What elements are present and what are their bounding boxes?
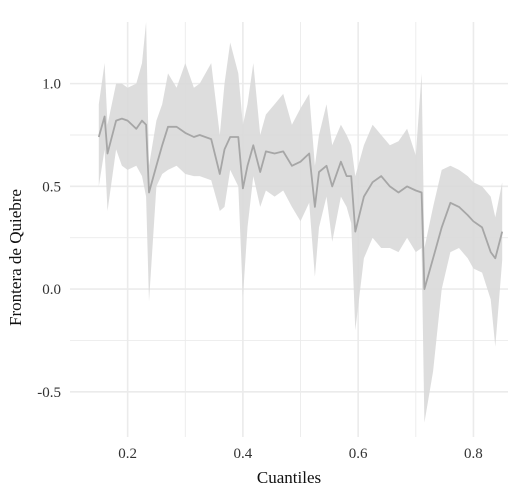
x-axis-title: Cuantiles (257, 468, 321, 487)
y-tick-label: 0.5 (42, 179, 61, 195)
y-tick-label: 1.0 (42, 77, 61, 93)
y-tick-label: 0.0 (42, 282, 61, 298)
series-line (97, 115, 504, 290)
y-axis-ticks: -0.5 0.0 0.5 1.0 (37, 77, 61, 401)
x-tick-label: 0.4 (234, 446, 253, 462)
x-tick-label: 0.6 (349, 446, 368, 462)
confidence-band (98, 22, 503, 423)
x-tick-label: 0.8 (464, 446, 483, 462)
y-axis-title: Frontera de Quiebre (6, 189, 25, 326)
x-axis-ticks: 0.2 0.4 0.6 0.8 (118, 446, 483, 462)
y-tick-label: -0.5 (37, 385, 61, 401)
x-tick-label: 0.2 (118, 446, 137, 462)
